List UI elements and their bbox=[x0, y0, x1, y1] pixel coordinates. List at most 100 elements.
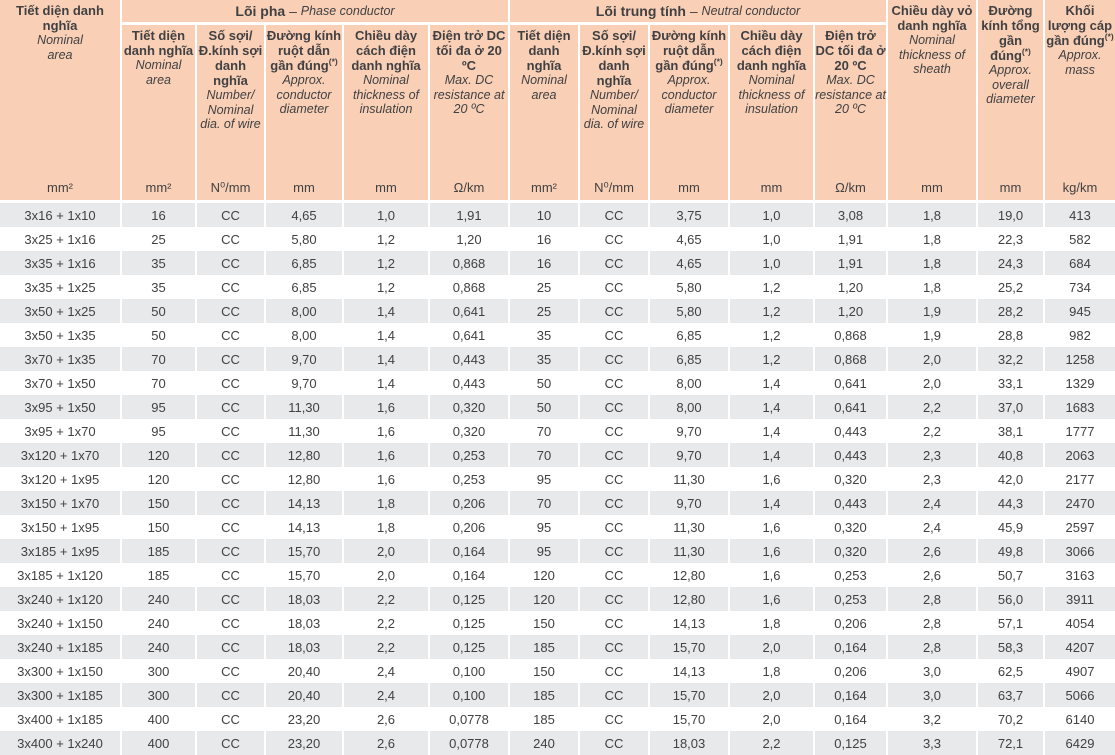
value-cell: CC bbox=[197, 467, 264, 491]
value-cell: 150 bbox=[510, 659, 578, 683]
value-cell: 62,5 bbox=[978, 659, 1043, 683]
value-cell: 2,6 bbox=[888, 563, 976, 587]
value-cell: 95 bbox=[510, 539, 578, 563]
value-cell: CC bbox=[580, 251, 648, 275]
value-cell: 28,8 bbox=[978, 323, 1043, 347]
unit-cell: mm bbox=[978, 175, 1043, 200]
value-cell: 45,9 bbox=[978, 515, 1043, 539]
value-cell: 11,30 bbox=[650, 515, 728, 539]
value-cell: CC bbox=[580, 203, 648, 227]
column-header-label-en: Nominal area bbox=[37, 33, 83, 62]
value-cell: 9,70 bbox=[650, 443, 728, 467]
value-cell: CC bbox=[197, 395, 264, 419]
value-cell: 1,4 bbox=[730, 371, 813, 395]
value-cell: 42,0 bbox=[978, 467, 1043, 491]
unit-cell: N⁰/mm bbox=[580, 175, 648, 200]
unit-cell: mm bbox=[266, 175, 342, 200]
value-cell: 16 bbox=[510, 251, 578, 275]
value-cell: CC bbox=[197, 659, 264, 683]
table-row: 3x240 + 1x185 240 CC 18,03 2,2 0,125 185 CC 15,7… bbox=[0, 635, 1115, 659]
value-cell: 0,641 bbox=[815, 395, 886, 419]
value-cell: 240 bbox=[510, 731, 578, 755]
cable-config-cell: 3x300 + 1x150 bbox=[0, 659, 120, 683]
header-body-divider bbox=[0, 200, 1115, 203]
value-cell: 9,70 bbox=[266, 371, 342, 395]
value-cell: 2,0 bbox=[730, 683, 813, 707]
value-cell: 3163 bbox=[1045, 563, 1115, 587]
value-cell: 2,0 bbox=[344, 539, 428, 563]
group-label-en: Neutral conductor bbox=[701, 3, 801, 18]
value-cell: 6,85 bbox=[266, 275, 342, 299]
cable-config-cell: 3x95 + 1x50 bbox=[0, 395, 120, 419]
value-cell: 0,320 bbox=[815, 515, 886, 539]
value-cell: CC bbox=[197, 563, 264, 587]
value-cell: 3,75 bbox=[650, 203, 728, 227]
value-cell: CC bbox=[580, 707, 648, 731]
value-cell: 1,4 bbox=[730, 491, 813, 515]
value-cell: 1,6 bbox=[730, 563, 813, 587]
cable-config-cell: 3x185 + 1x95 bbox=[0, 539, 120, 563]
value-cell: 12,80 bbox=[266, 443, 342, 467]
cable-config-cell: 3x70 + 1x35 bbox=[0, 347, 120, 371]
column-header-nominal-area: Tiết diện danh nghĩa Nominal area bbox=[0, 0, 120, 175]
value-cell: 1,20 bbox=[430, 227, 508, 251]
value-cell: 0,868 bbox=[430, 251, 508, 275]
value-cell: CC bbox=[580, 347, 648, 371]
value-cell: 0,100 bbox=[430, 659, 508, 683]
value-cell: 185 bbox=[122, 563, 195, 587]
cable-config-cell: 3x25 + 1x16 bbox=[0, 227, 120, 251]
value-cell: CC bbox=[580, 323, 648, 347]
value-cell: 0,0778 bbox=[430, 707, 508, 731]
value-cell: 2,4 bbox=[888, 491, 976, 515]
value-cell: 120 bbox=[122, 467, 195, 491]
value-cell: 120 bbox=[510, 587, 578, 611]
column-header-label-en: Max. DC resistance at 20 ºC bbox=[433, 73, 505, 116]
group-header-phase-conductor: Lõi pha – Phase conductor bbox=[122, 0, 508, 25]
value-cell: 3066 bbox=[1045, 539, 1115, 563]
value-cell: 2,4 bbox=[344, 659, 428, 683]
value-cell: 0,253 bbox=[815, 563, 886, 587]
value-cell: 120 bbox=[122, 443, 195, 467]
value-cell: 14,13 bbox=[650, 659, 728, 683]
value-cell: 0,868 bbox=[815, 323, 886, 347]
value-cell: 413 bbox=[1045, 203, 1115, 227]
value-cell: 32,2 bbox=[978, 347, 1043, 371]
value-cell: 22,3 bbox=[978, 227, 1043, 251]
value-cell: 2,2 bbox=[344, 611, 428, 635]
value-cell: 12,80 bbox=[266, 467, 342, 491]
value-cell: 63,7 bbox=[978, 683, 1043, 707]
value-cell: 240 bbox=[122, 587, 195, 611]
cable-config-cell: 3x185 + 1x120 bbox=[0, 563, 120, 587]
table-row: 3x185 + 1x95 185 CC 15,70 2,0 0,164 95 CC 11,30 1… bbox=[0, 539, 1115, 563]
value-cell: CC bbox=[197, 251, 264, 275]
column-header-label-en: Max. DC resistance at 20 ºC bbox=[815, 73, 886, 116]
column-header-label-vi: Chiều dày vỏ danh nghĩa bbox=[891, 3, 973, 33]
value-cell: 684 bbox=[1045, 251, 1115, 275]
unit-cell: mm² bbox=[510, 175, 578, 200]
value-cell: 2,2 bbox=[730, 731, 813, 755]
value-cell: 1,8 bbox=[344, 515, 428, 539]
value-cell: 0,443 bbox=[815, 491, 886, 515]
value-cell: 10 bbox=[510, 203, 578, 227]
value-cell: CC bbox=[197, 347, 264, 371]
cable-config-cell: 3x150 + 1x70 bbox=[0, 491, 120, 515]
value-cell: 1,8 bbox=[888, 251, 976, 275]
value-cell: 300 bbox=[122, 659, 195, 683]
value-cell: 14,13 bbox=[266, 491, 342, 515]
value-cell: 2,0 bbox=[344, 563, 428, 587]
value-cell: 4,65 bbox=[650, 251, 728, 275]
column-header-label-vi: Khối lượng cáp gần đúng(*) bbox=[1046, 3, 1114, 48]
value-cell: 0,443 bbox=[815, 419, 886, 443]
column-header-overall-diameter: Đường kính tổng gần đúng(*) Approx. over… bbox=[978, 0, 1043, 175]
column-header-label-vi: Đường kính ruột dẫn gần đúng(*) bbox=[266, 28, 342, 73]
value-cell: 5,80 bbox=[266, 227, 342, 251]
value-cell: 70 bbox=[510, 419, 578, 443]
table-row: 3x150 + 1x70 150 CC 14,13 1,8 0,206 70 CC 9,70 1,… bbox=[0, 491, 1115, 515]
value-cell: 1,8 bbox=[888, 275, 976, 299]
value-cell: 2,4 bbox=[888, 515, 976, 539]
value-cell: 6,85 bbox=[650, 347, 728, 371]
table-row: 3x150 + 1x95 150 CC 14,13 1,8 0,206 95 CC 11,30 1… bbox=[0, 515, 1115, 539]
value-cell: 1,9 bbox=[888, 323, 976, 347]
value-cell: 0,443 bbox=[430, 347, 508, 371]
value-cell: 2,8 bbox=[888, 635, 976, 659]
